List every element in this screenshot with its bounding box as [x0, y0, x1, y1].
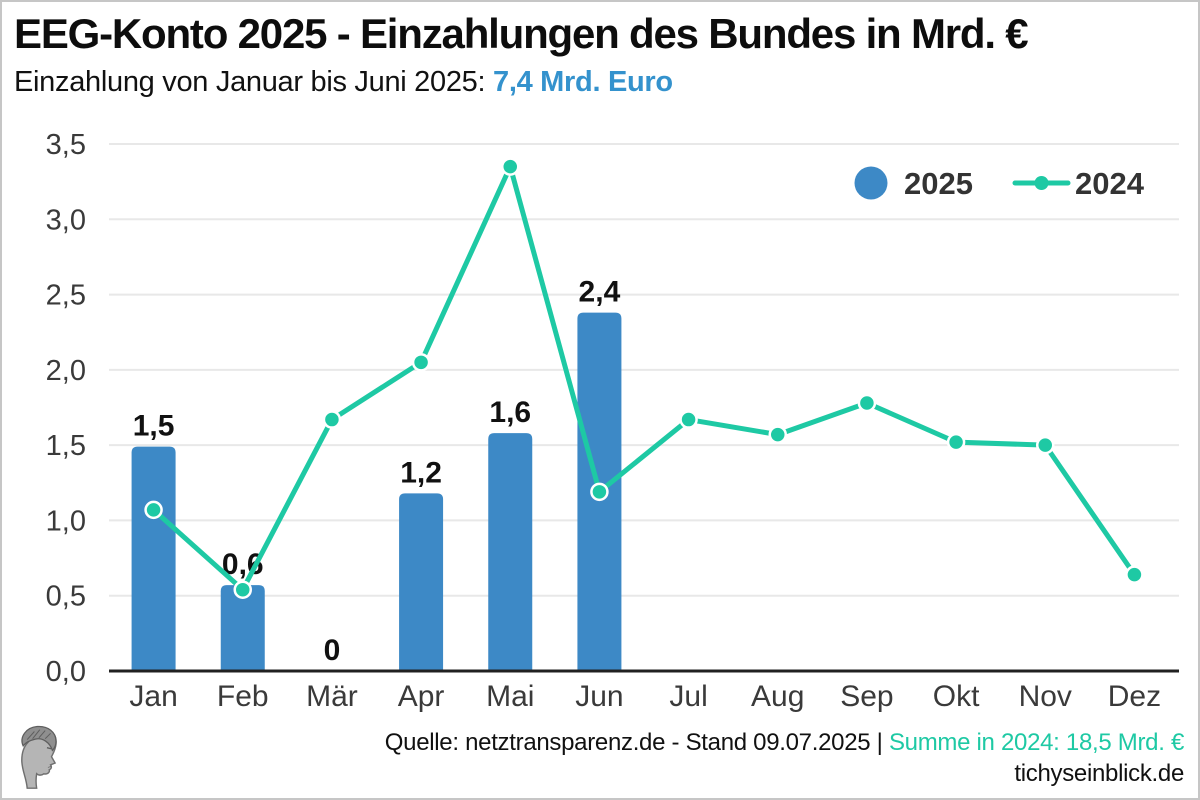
- subtitle-prefix: Einzahlung von Januar bis Juni 2025:: [14, 66, 494, 98]
- y-tick-label: 0,5: [46, 581, 86, 613]
- x-tick-label: Feb: [217, 680, 269, 713]
- x-tick-label: Dez: [1108, 680, 1161, 713]
- line-marker: [233, 580, 252, 599]
- line-marker: [590, 482, 609, 502]
- line-marker: [322, 410, 342, 429]
- bar-2025: [488, 433, 533, 671]
- x-tick-label: Aug: [751, 680, 804, 713]
- line-marker: [501, 157, 520, 176]
- bar-value-label: 2,4: [579, 276, 621, 309]
- y-tick-label: 1,0: [46, 505, 86, 537]
- legend-2024-label: 2024: [1075, 166, 1145, 201]
- x-tick-label: Okt: [933, 680, 980, 713]
- line-marker: [411, 353, 431, 372]
- y-tick-label: 3,0: [46, 204, 86, 236]
- line-marker: [857, 393, 877, 413]
- sum-2024-text: Summe in 2024: 18,5 Mrd. €: [888, 728, 1184, 756]
- line-marker: [1125, 565, 1144, 584]
- bar-2025: [131, 446, 176, 671]
- y-tick-label: 0,0: [46, 656, 86, 688]
- source-footer: Quelle: netztransparenz.de - Stand 09.07…: [384, 727, 1185, 790]
- source-line: Quelle: netztransparenz.de - Stand 09.07…: [384, 727, 1185, 759]
- site-link[interactable]: tichyseinblick.de: [1014, 760, 1184, 788]
- legend-2025-label: 2025: [904, 166, 973, 201]
- x-tick-label: Apr: [398, 680, 445, 713]
- legend-2025-swatch: [854, 166, 888, 200]
- y-tick-label: 1,5: [46, 430, 86, 462]
- y-tick-label: 2,0: [46, 355, 86, 387]
- y-tick-label: 2,5: [46, 280, 86, 312]
- bar-value-label: 1,5: [133, 410, 175, 443]
- x-tick-label: Mär: [306, 680, 358, 713]
- line-marker: [768, 425, 787, 444]
- source-text: Quelle: netztransparenz.de - Stand 09.07…: [384, 728, 889, 756]
- x-tick-label: Nov: [1019, 680, 1072, 713]
- line-marker: [946, 432, 966, 452]
- bar-value-label: 1,6: [489, 396, 531, 429]
- x-tick-label: Jun: [575, 680, 623, 713]
- line-marker: [679, 410, 698, 429]
- subtitle-value: 7,4 Mrd. Euro: [493, 66, 673, 98]
- chart-title: EEG-Konto 2025 - Einzahlungen des Bundes…: [14, 10, 1029, 57]
- y-tick-label: 3,5: [46, 129, 86, 161]
- x-tick-label: Sep: [840, 680, 893, 713]
- tichys-einblick-logo: [10, 718, 66, 790]
- bar-value-label: 1,2: [400, 456, 442, 489]
- bar-2025: [399, 493, 444, 671]
- line-marker: [144, 500, 163, 520]
- x-tick-label: Jul: [669, 680, 707, 713]
- line-marker: [1036, 435, 1055, 455]
- legend-2024-dot: [1034, 176, 1049, 190]
- x-tick-label: Jan: [129, 680, 177, 713]
- x-tick-label: Mai: [486, 680, 534, 713]
- hermes-head-icon: [21, 725, 57, 789]
- bar-value-label: 0: [324, 634, 341, 667]
- line-2024: [151, 164, 1137, 593]
- bar-2025: [220, 585, 265, 671]
- chart-subtitle: Einzahlung von Januar bis Juni 2025: 7,4…: [14, 66, 673, 99]
